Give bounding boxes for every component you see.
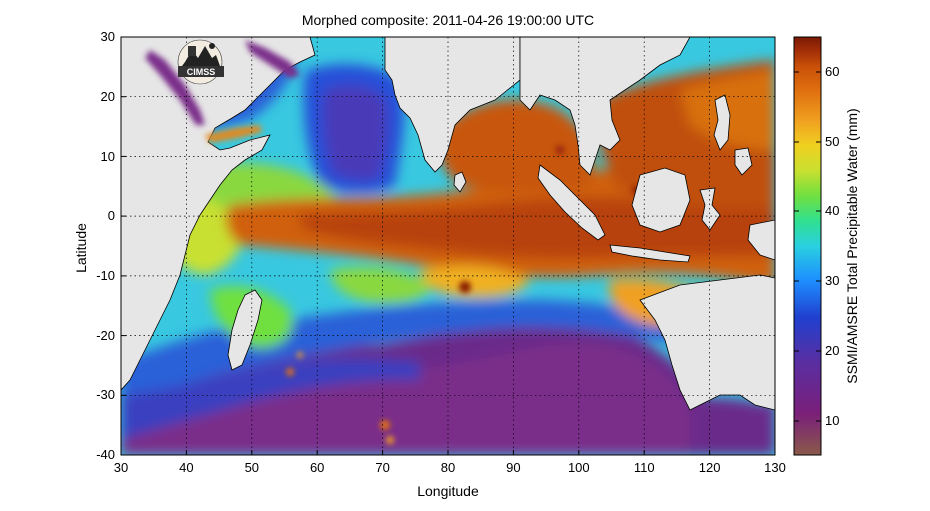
colorbar-tick-labels: 60 50 40 30 20 10 [825, 64, 839, 428]
x-tick-labels: 30 40 50 60 70 80 90 100 110 120 130 [114, 460, 786, 475]
marginal-seas [145, 40, 300, 143]
colorbar-tick-label: 50 [825, 134, 839, 149]
logo-text: CIMSS [187, 67, 216, 77]
y-tick-labels: 30 20 10 0 -10 -20 -30 -40 [96, 29, 115, 462]
x-tick-label: 80 [441, 460, 455, 475]
colorbar-label: SSMI/AMSRE Total Precipitable Water (mm) [844, 108, 860, 383]
colorbar-tick-label: 10 [825, 413, 839, 428]
y-ticks [121, 36, 126, 456]
land [121, 37, 775, 411]
gridlines [121, 37, 775, 455]
x-tick-label: 70 [375, 460, 389, 475]
y-tick-label: -20 [96, 328, 115, 343]
colorbar [793, 36, 822, 456]
x-tick-label: 60 [310, 460, 324, 475]
x-ticks [120, 450, 776, 455]
x-tick-label: 130 [764, 460, 786, 475]
cimss-logo: CIMSS [177, 39, 224, 85]
colorbar-tick-label: 20 [825, 343, 839, 358]
x-tick-label: 120 [699, 460, 721, 475]
colorbar-tick-label: 60 [825, 64, 839, 79]
x-tick-label: 110 [634, 460, 655, 475]
logo-banner [178, 66, 224, 77]
y-tick-label: -30 [96, 387, 115, 402]
x-axis-label: Longitude [417, 483, 479, 499]
y-tick-label: -10 [96, 268, 115, 283]
x-tick-label: 40 [179, 460, 193, 475]
y-tick-label: 30 [101, 29, 115, 44]
colorbar-tick-label: 30 [825, 273, 839, 288]
x-tick-label: 50 [245, 460, 259, 475]
x-tick-label: 90 [506, 460, 520, 475]
map-panel: CIMSS [121, 37, 775, 455]
y-tick-label: 0 [108, 208, 115, 223]
y-tick-label: -40 [96, 447, 115, 462]
y-tick-label: 10 [101, 149, 115, 164]
y-axis-label: Latitude [73, 223, 89, 273]
colorbar-ticks [794, 71, 821, 422]
map-title: Morphed composite: 2011-04-26 19:00:00 U… [302, 12, 594, 28]
colorbar-tick-label: 40 [825, 203, 839, 218]
x-tick-label: 30 [114, 460, 128, 475]
y-tick-label: 20 [101, 89, 115, 104]
x-tick-label: 100 [568, 460, 590, 475]
